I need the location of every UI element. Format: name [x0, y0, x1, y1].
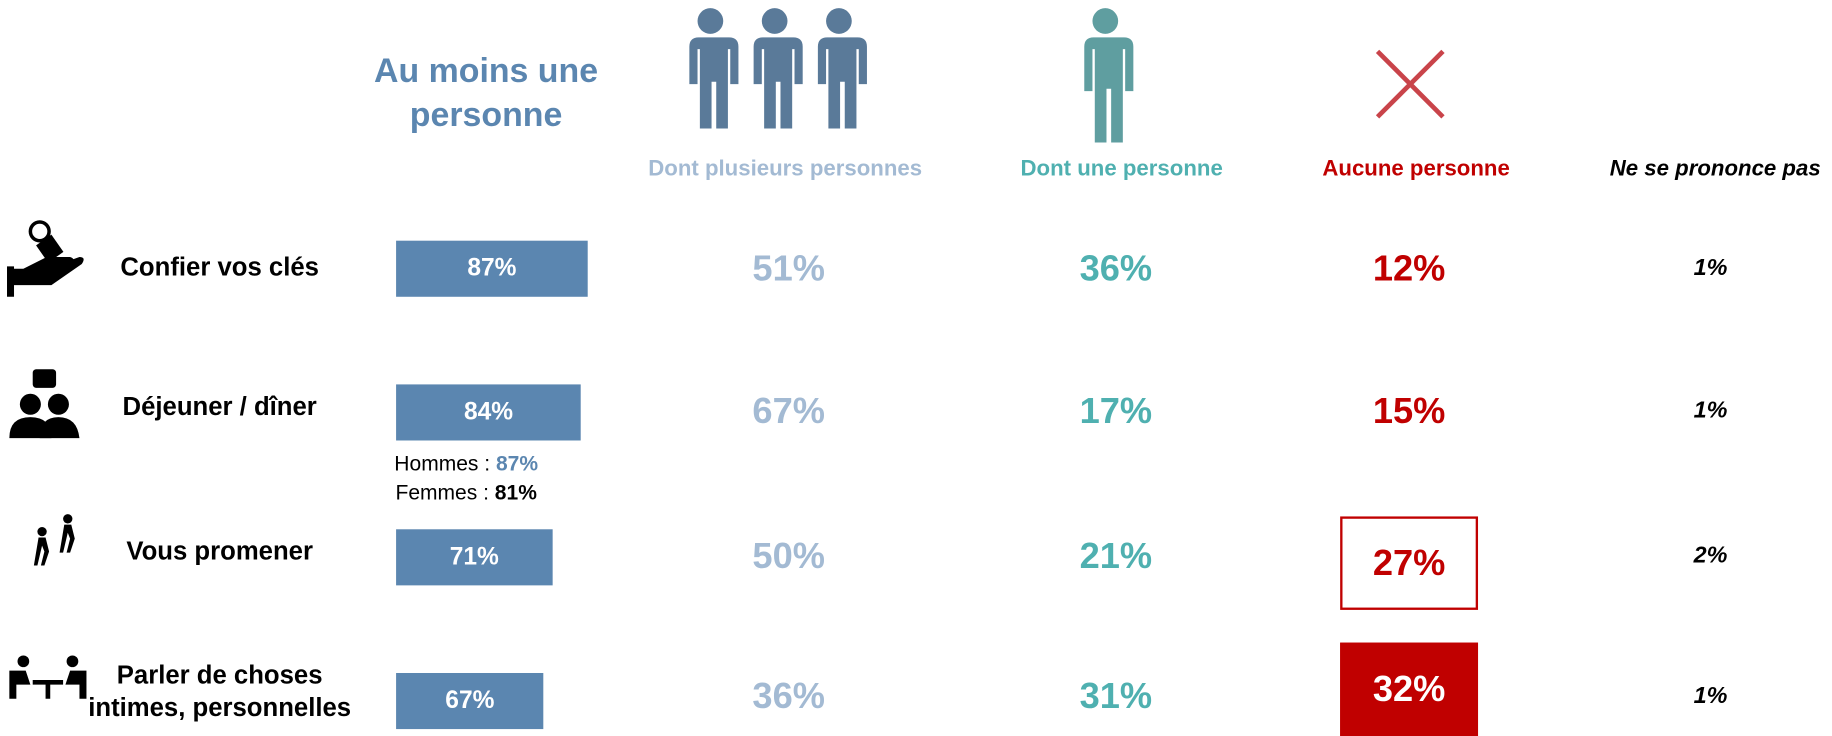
bar-label: 71% — [449, 543, 499, 571]
bar-label: 67% — [445, 687, 495, 714]
column-header: Aucune personne — [1322, 156, 1510, 182]
series-header: Au moins une personne — [374, 52, 599, 135]
category-label: Confier vos clés — [120, 252, 319, 282]
bar-label: 87% — [467, 254, 517, 282]
value-label: 12% — [1372, 247, 1446, 289]
annotation-text: Femmes : — [395, 480, 489, 505]
value-label: 50% — [752, 535, 825, 577]
highlight-box: 32% — [1340, 642, 1479, 736]
category-label: Déjeuner / dîner — [122, 391, 317, 421]
category-label: Vous promener — [126, 536, 313, 566]
group-icon — [689, 8, 867, 129]
annotation-value: 81% — [494, 480, 537, 505]
value-label: 15% — [1372, 390, 1446, 432]
value-label: 31% — [1079, 675, 1153, 717]
bar: 87% — [396, 240, 588, 297]
bar: 71% — [396, 529, 553, 586]
annotation: Femmes :81% — [395, 481, 536, 506]
value-label: 1% — [1693, 682, 1728, 709]
bar: 84% — [396, 384, 582, 441]
column-header: Dont une personne — [1020, 156, 1223, 182]
value-label: 27% — [1372, 542, 1446, 584]
cross-icon — [1375, 49, 1445, 119]
column-header: Dont plusieurs personnes — [648, 156, 923, 182]
annotation: Hommes :87% — [394, 452, 538, 477]
value-label: 17% — [1079, 390, 1153, 432]
column-header: Ne se prononce pas — [1609, 156, 1821, 182]
person-icon — [1084, 8, 1134, 143]
annotation-text: Hommes : — [394, 451, 491, 475]
value-label: 51% — [752, 247, 825, 289]
value-label: 1% — [1693, 397, 1728, 424]
value-label: 67% — [752, 390, 825, 432]
row-icons — [7, 220, 87, 699]
value-label: 21% — [1079, 535, 1153, 577]
value-label: 36% — [1079, 247, 1153, 289]
bar: 67% — [396, 672, 544, 730]
bar-label: 84% — [464, 398, 514, 426]
annotation-value: 87% — [495, 451, 539, 475]
category-label: Parler de choses intimes, personnelles — [88, 660, 352, 723]
value-label: 1% — [1693, 255, 1728, 282]
value-label: 32% — [1372, 668, 1446, 710]
highlight-box: 27% — [1340, 516, 1479, 610]
value-label: 36% — [752, 675, 825, 717]
value-label: 2% — [1693, 542, 1728, 569]
